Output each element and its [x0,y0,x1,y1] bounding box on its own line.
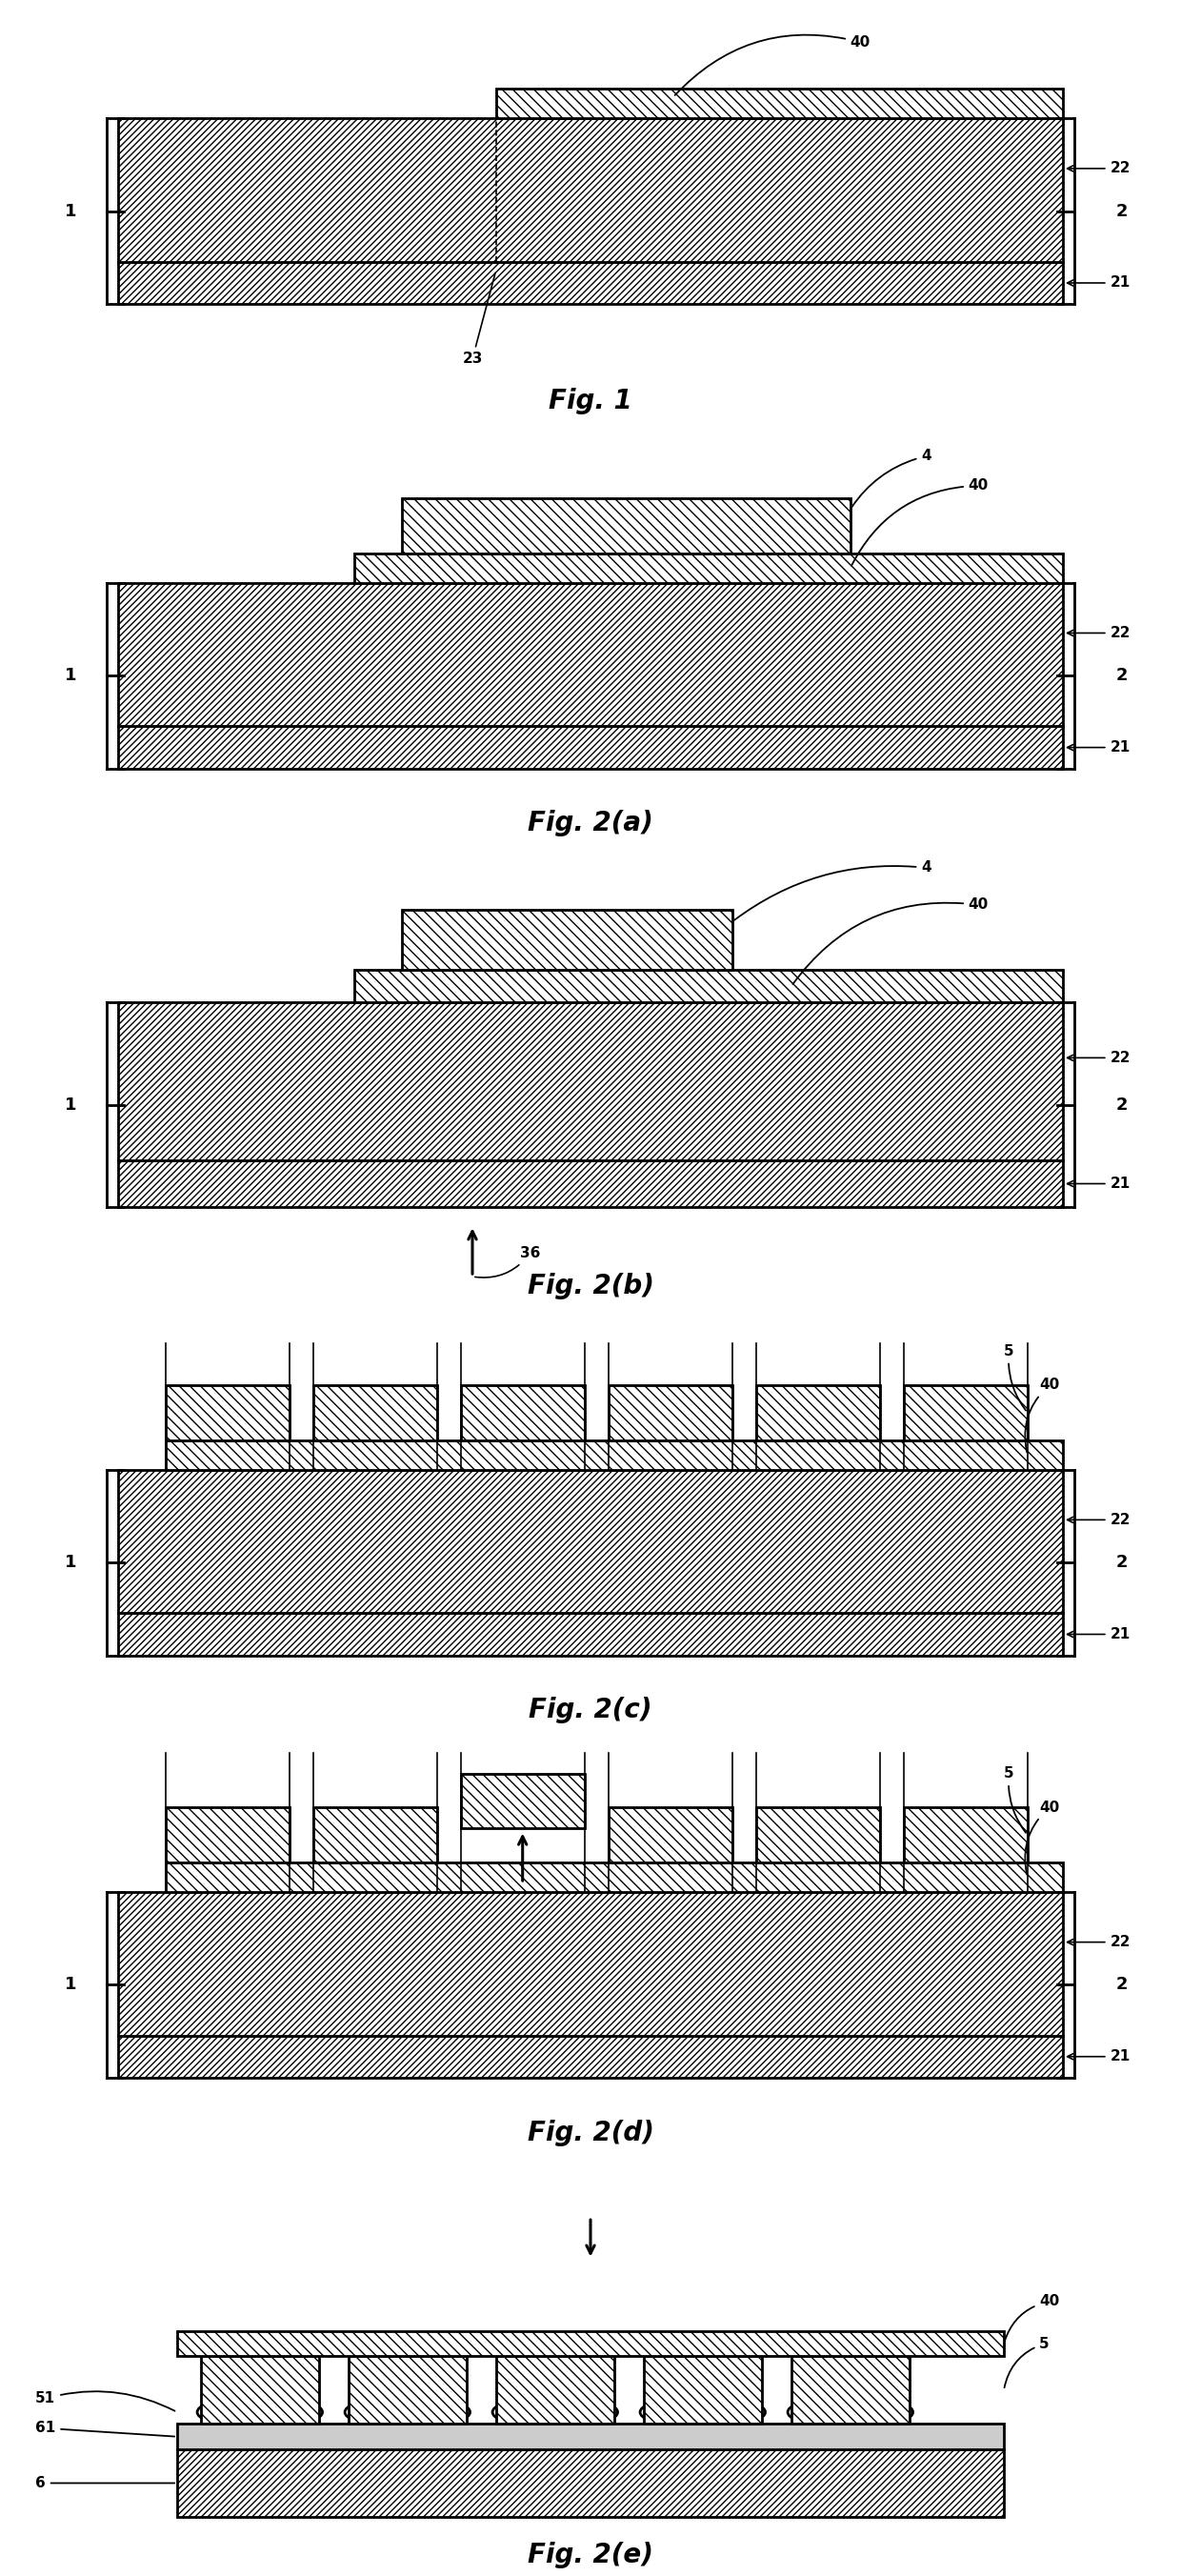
Bar [644,2357,762,2424]
Text: 1: 1 [65,1097,77,1113]
Text: 6: 6 [35,2476,175,2491]
Bar [201,2357,319,2424]
Text: 51: 51 [35,2391,175,2411]
Text: 2: 2 [1116,204,1128,219]
Text: 2: 2 [1116,1976,1128,1994]
Bar [118,726,1063,768]
Text: 21: 21 [1068,1628,1130,1641]
Text: 21: 21 [1068,276,1130,291]
Text: 5: 5 [1004,1767,1026,1832]
Bar [165,1386,289,1440]
Text: Fig. 2(a): Fig. 2(a) [528,809,653,837]
Bar [118,1891,1063,2035]
Bar [608,1808,732,1862]
Text: 22: 22 [1068,626,1130,641]
Bar [354,971,1063,1002]
Text: 4: 4 [735,860,932,920]
Text: 22: 22 [1068,1935,1130,1950]
Bar [496,88,1063,118]
Text: Fig. 2(c): Fig. 2(c) [529,1698,652,1723]
Bar [118,118,1063,263]
Bar [118,263,1063,304]
Bar [313,1808,437,1862]
Bar [756,1386,880,1440]
Text: 1: 1 [65,1976,77,1994]
Text: 40: 40 [1025,1801,1059,1875]
Text: 2: 2 [1116,667,1128,685]
Text: 21: 21 [1068,739,1130,755]
Bar [354,554,1063,582]
Bar [118,1159,1063,1208]
Text: 40: 40 [852,479,988,567]
Text: 21: 21 [1068,2050,1130,2063]
Bar [903,1808,1027,1862]
Bar [118,2035,1063,2079]
Bar [177,2450,1004,2517]
Text: Fig. 2(b): Fig. 2(b) [527,1273,654,1301]
Bar [313,1386,437,1440]
Bar [118,1468,1063,1613]
Text: 21: 21 [1068,1177,1130,1190]
Text: 23: 23 [462,273,495,366]
Bar [402,909,732,971]
Text: 2: 2 [1116,1097,1128,1113]
Text: 22: 22 [1068,1051,1130,1064]
Bar [608,1386,732,1440]
Text: Fig. 1: Fig. 1 [549,389,632,415]
Text: 40: 40 [1025,1378,1059,1453]
Bar [165,1440,1063,1468]
Text: 22: 22 [1068,1512,1130,1528]
Bar [165,1808,289,1862]
Text: 5: 5 [1004,1345,1026,1412]
Bar [165,1862,1063,1891]
Bar [177,2331,1004,2357]
Text: 36: 36 [475,1247,540,1278]
Text: 1: 1 [65,204,77,219]
Text: 40: 40 [676,36,870,95]
Bar [118,1613,1063,1656]
Bar [177,2424,1004,2450]
Text: 40: 40 [1005,2295,1059,2342]
Text: 61: 61 [35,2421,175,2437]
Text: 1: 1 [65,1553,77,1571]
Text: 4: 4 [852,448,932,507]
Bar [791,2357,909,2424]
Bar [348,2357,466,2424]
Text: 22: 22 [1068,162,1130,175]
Bar [118,582,1063,726]
Text: Fig. 2(e): Fig. 2(e) [528,2543,653,2568]
Text: 1: 1 [65,667,77,685]
Bar [461,1386,585,1440]
Text: Fig. 2(d): Fig. 2(d) [527,2120,654,2146]
Bar [461,1775,585,1829]
Text: 5: 5 [1004,2336,1050,2388]
Bar [903,1386,1027,1440]
Text: 40: 40 [792,899,988,984]
Bar [756,1808,880,1862]
Text: 2: 2 [1116,1553,1128,1571]
Bar [496,2357,614,2424]
Bar [118,1002,1063,1159]
Bar [402,497,850,554]
